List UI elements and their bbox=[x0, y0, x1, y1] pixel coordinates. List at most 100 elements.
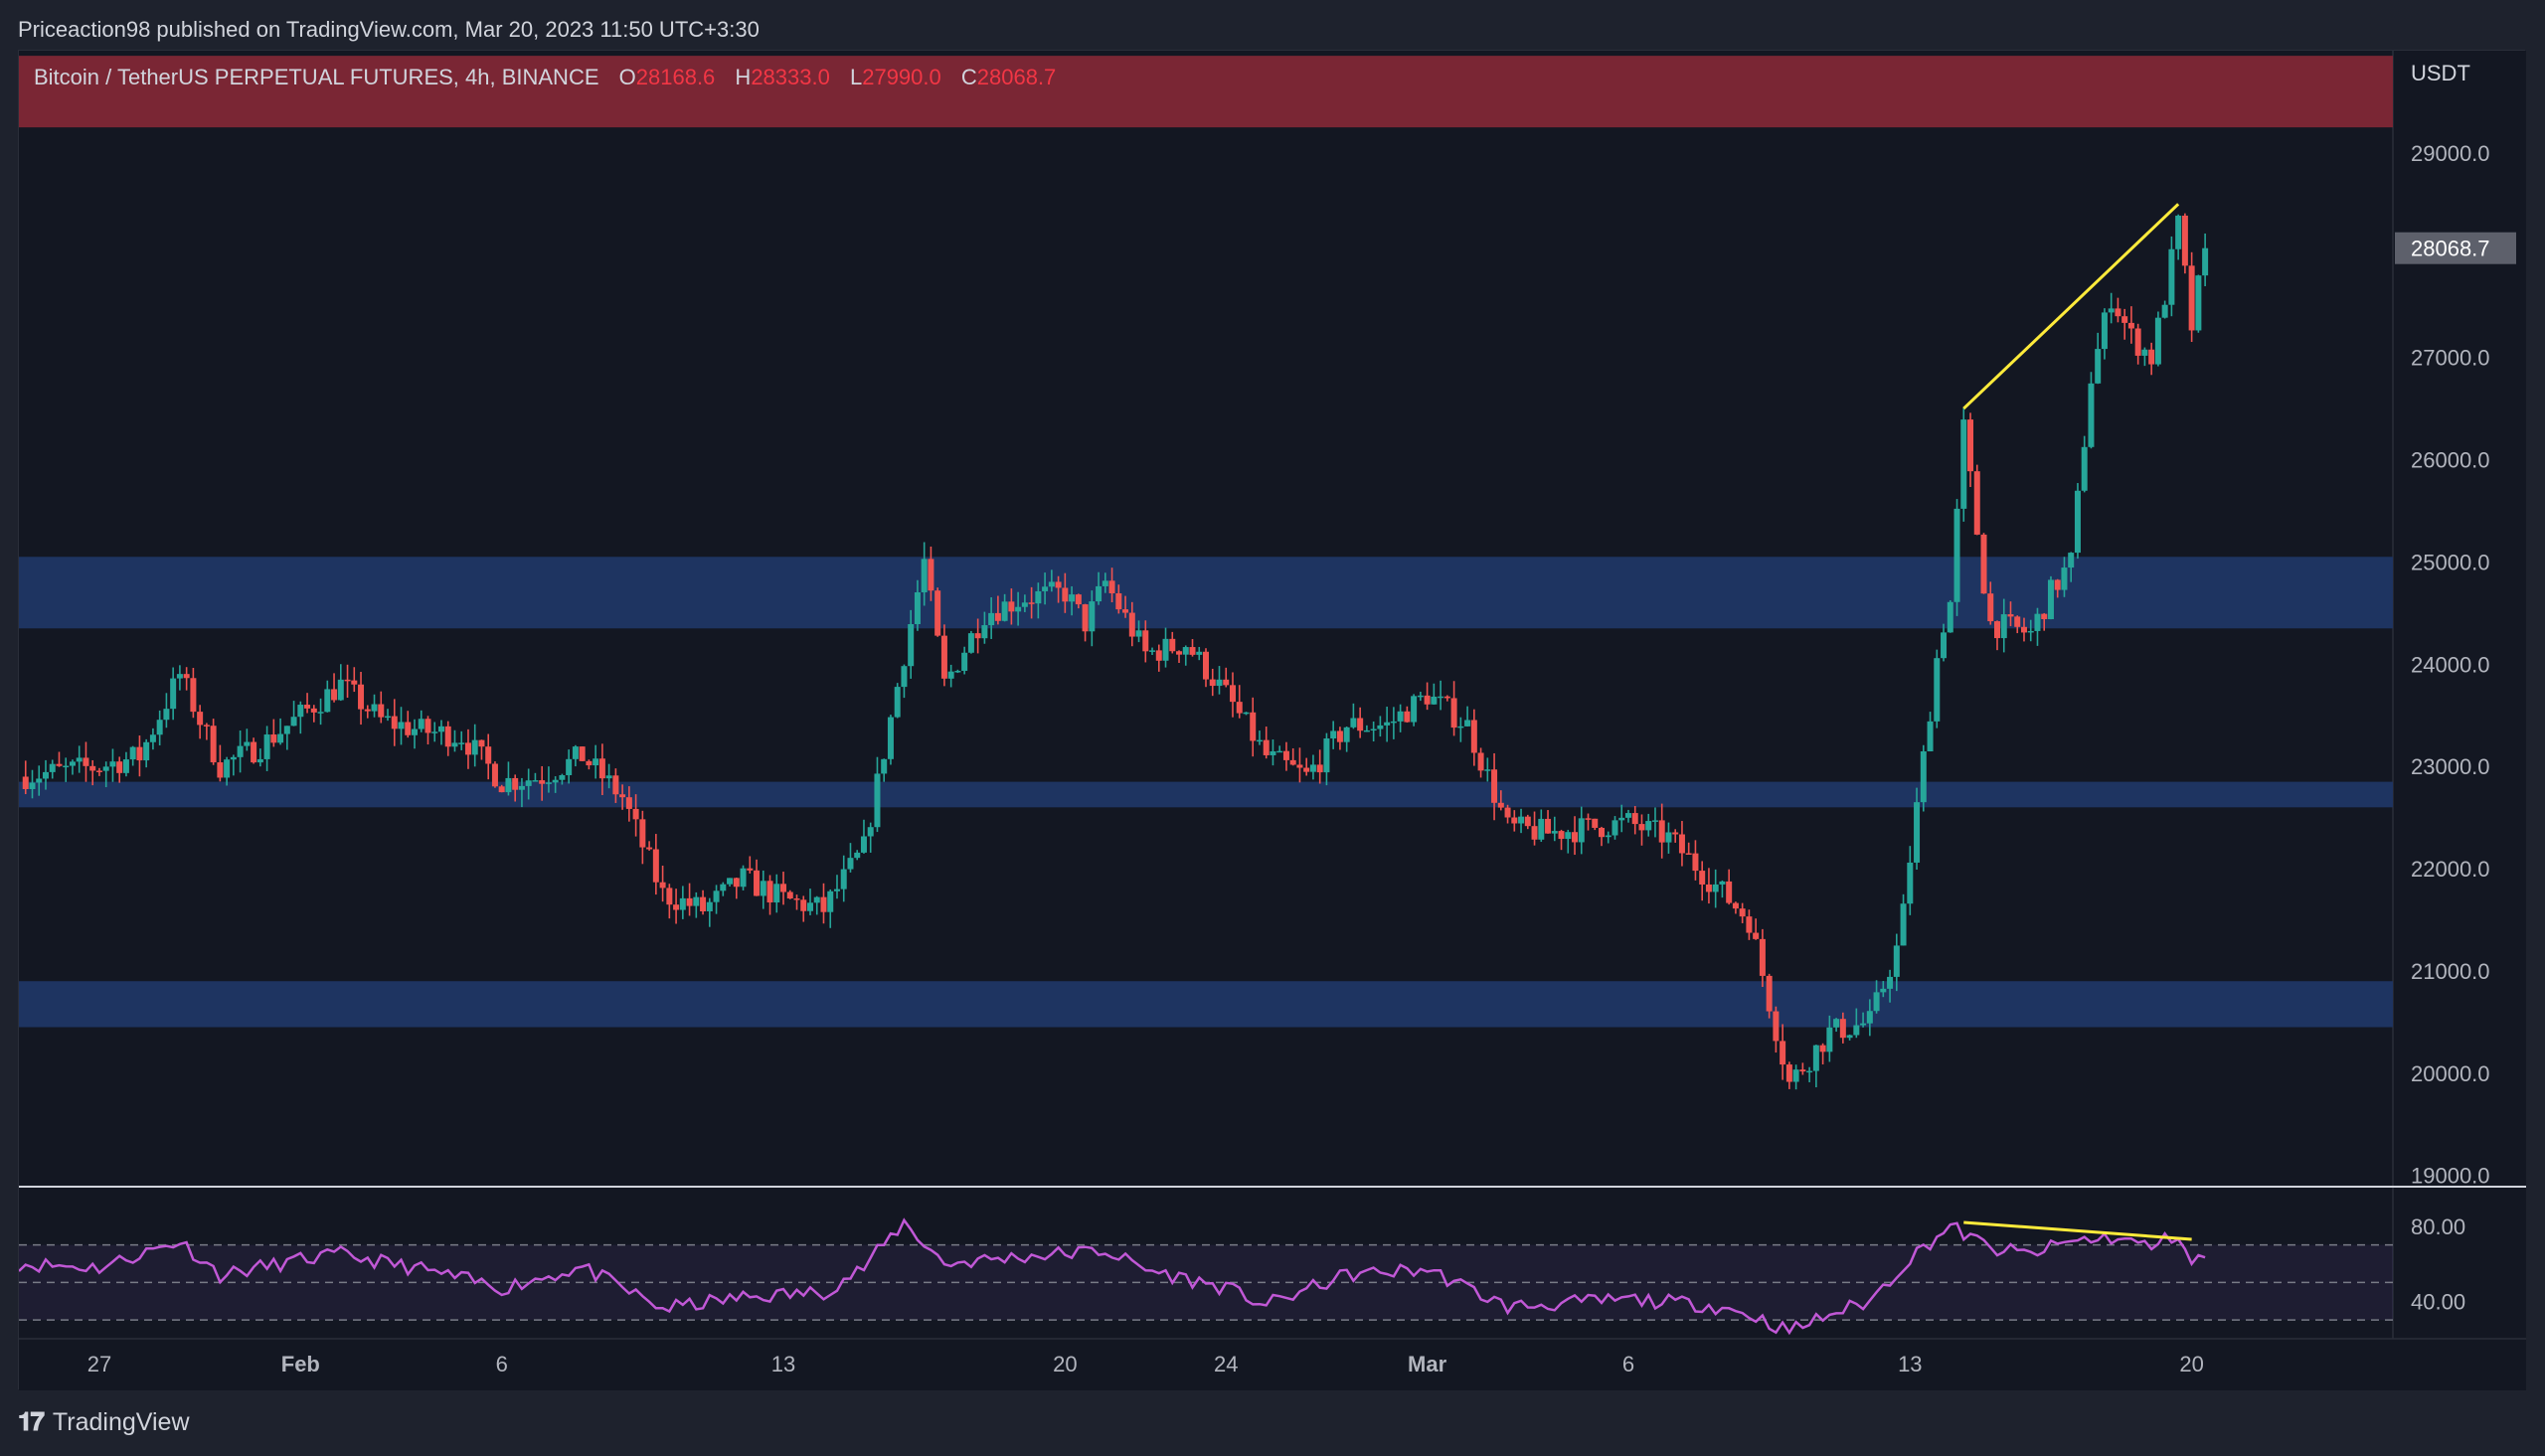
candle-body bbox=[1578, 818, 1585, 843]
candle-body bbox=[102, 766, 109, 771]
rsi-divergence-line bbox=[1963, 1220, 2192, 1241]
candle-body bbox=[405, 722, 412, 735]
candle-body bbox=[1672, 832, 1679, 835]
candle-body bbox=[1309, 764, 1316, 772]
candle-body bbox=[1069, 594, 1076, 602]
candle-body bbox=[2047, 579, 2054, 619]
candle-body bbox=[1726, 881, 1733, 903]
candle-body bbox=[1209, 679, 1216, 687]
time-tick-label: 27 bbox=[87, 1352, 111, 1376]
candle-body bbox=[793, 898, 800, 900]
candle-body bbox=[76, 757, 83, 762]
candle-body bbox=[1404, 711, 1411, 723]
candle-body bbox=[290, 717, 297, 727]
candle-body bbox=[1169, 638, 1176, 652]
candle-body bbox=[1934, 658, 1941, 722]
candle-body bbox=[418, 719, 424, 729]
candle-body bbox=[981, 625, 988, 639]
candle-body bbox=[1699, 871, 1706, 885]
candle-body bbox=[766, 881, 773, 903]
candle-body bbox=[1511, 817, 1518, 824]
candle-body bbox=[36, 778, 43, 783]
symbol-legend: Bitcoin / TetherUS PERPETUAL FUTURES, 4h… bbox=[34, 64, 1056, 91]
candle-body bbox=[1538, 818, 1545, 840]
candle-body bbox=[129, 746, 136, 760]
candle-body bbox=[371, 704, 378, 712]
candle-body bbox=[56, 763, 63, 766]
candle-body bbox=[780, 884, 787, 892]
candle-body bbox=[954, 670, 961, 673]
candle-body bbox=[612, 775, 619, 795]
candle-body bbox=[270, 734, 277, 743]
candle-body bbox=[458, 742, 465, 744]
candle-body bbox=[378, 704, 385, 718]
candle-body bbox=[256, 758, 263, 763]
candle-body bbox=[1545, 818, 1552, 834]
candle-body bbox=[444, 726, 451, 747]
candle-body bbox=[1424, 695, 1431, 705]
price-trendline bbox=[1962, 203, 2180, 410]
candle-body bbox=[1678, 834, 1685, 854]
candle-body bbox=[1357, 718, 1364, 731]
open-value: 28168.6 bbox=[635, 65, 716, 89]
candle-body bbox=[1196, 651, 1203, 655]
candle-body bbox=[1592, 818, 1599, 828]
candle-body bbox=[1732, 902, 1739, 909]
candle-body bbox=[901, 666, 908, 688]
candle-body bbox=[1417, 695, 1424, 698]
candle-body bbox=[1397, 711, 1404, 722]
candle-body bbox=[2141, 349, 2148, 356]
candle-body bbox=[1048, 581, 1055, 587]
open-label: O bbox=[618, 65, 636, 89]
candle-body bbox=[2054, 579, 2061, 590]
candle-body bbox=[1155, 650, 1162, 661]
chart-area[interactable]: USDT 19000.0 20000.0 21000.0 22000.0 23000.0 2… bbox=[18, 50, 2526, 1390]
candle-body bbox=[1524, 816, 1531, 827]
candle-body bbox=[928, 559, 934, 591]
candle-body bbox=[1028, 602, 1035, 604]
price-tick-label: 27000.0 bbox=[2411, 346, 2490, 371]
candle-body bbox=[1685, 853, 1692, 855]
candle-body bbox=[29, 782, 36, 789]
candle-body bbox=[1531, 826, 1538, 840]
candle-body bbox=[217, 762, 224, 778]
candle-body bbox=[867, 827, 874, 837]
candle-body bbox=[532, 780, 539, 782]
candle-body bbox=[1450, 698, 1457, 728]
candle-body bbox=[2095, 349, 2102, 384]
candle-body bbox=[203, 725, 210, 727]
close-value: 28068.7 bbox=[976, 65, 1057, 89]
candle-body bbox=[1223, 679, 1230, 686]
candle-body bbox=[1860, 1023, 1867, 1026]
publisher-line: Priceaction98 published on TradingView.c… bbox=[18, 17, 760, 42]
candle-body bbox=[183, 674, 190, 679]
candle-body bbox=[747, 868, 754, 871]
candle-body bbox=[310, 708, 317, 713]
candle-body bbox=[2041, 613, 2048, 619]
time-tick-label: 20 bbox=[2179, 1352, 2203, 1376]
candle-body bbox=[1108, 580, 1115, 593]
low-value: 27990.0 bbox=[862, 65, 941, 89]
candle-body bbox=[1296, 764, 1303, 768]
last-price-tag bbox=[2395, 232, 2516, 264]
currency-label: USDT bbox=[2411, 61, 2470, 85]
candle-body bbox=[1799, 1069, 1806, 1072]
candle-body bbox=[1766, 975, 1773, 1012]
candle-body bbox=[994, 612, 1001, 621]
candle-body bbox=[1096, 585, 1103, 602]
candle-body bbox=[1551, 831, 1558, 834]
candle-body bbox=[1665, 832, 1672, 843]
candle-body bbox=[1960, 419, 1967, 509]
candle-body bbox=[700, 896, 707, 911]
candle-body bbox=[1203, 651, 1209, 680]
candle-body bbox=[2202, 247, 2209, 276]
candle-body bbox=[1753, 932, 1760, 939]
candle-body bbox=[947, 671, 954, 679]
price-chart-svg[interactable]: USDT 19000.0 20000.0 21000.0 22000.0 23000.0 2… bbox=[19, 51, 2526, 1390]
tradingview-footer[interactable]: 𝟏𝟕 TradingView bbox=[18, 1405, 190, 1439]
candle-body bbox=[1343, 727, 1350, 742]
candle-body bbox=[1920, 750, 1927, 803]
candle-body bbox=[1176, 651, 1183, 655]
candle-body bbox=[224, 759, 231, 778]
candle-body bbox=[559, 774, 566, 780]
